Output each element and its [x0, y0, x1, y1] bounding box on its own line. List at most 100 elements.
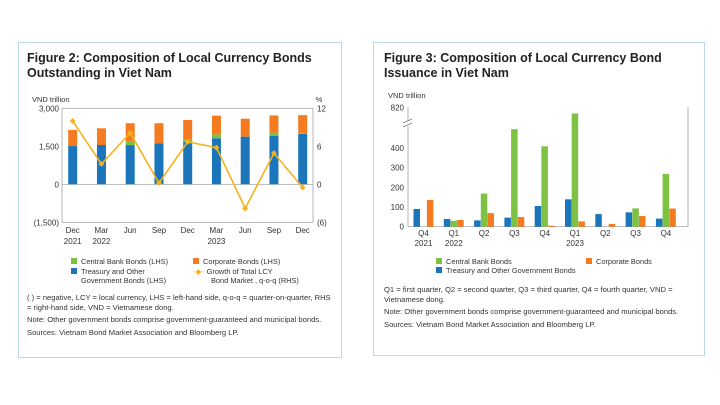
y-tick-label: 400	[391, 144, 405, 153]
bar-corporate	[183, 119, 193, 140]
x-tick-label: Mar	[95, 226, 109, 235]
bar-corporate	[578, 221, 585, 227]
bar-corporate	[457, 220, 464, 227]
legend-swatch	[71, 258, 77, 264]
bar-corporate	[154, 123, 164, 144]
legend-label: Government Bonds (LHS)	[81, 276, 167, 285]
x-tick-label: Mar	[210, 226, 224, 235]
legend-label: Bond Market , q-o-q (RHS)	[211, 276, 299, 285]
x-tick-label: Q4	[539, 229, 550, 238]
bar-corporate	[639, 216, 646, 227]
y-axis-label: VND trillion	[388, 91, 426, 100]
bar-treasury	[625, 212, 633, 227]
growth-point	[69, 117, 76, 124]
x-tick-label: Dec	[66, 226, 80, 235]
y-tick-label: 0	[55, 180, 60, 189]
bar-central-bank	[662, 173, 670, 227]
figure-3-notes: Q1 = first quarter, Q2 = second quarter,…	[384, 285, 696, 332]
legend-label: Corporate Bonds	[596, 257, 652, 266]
y2-axis-label: %	[316, 95, 323, 104]
growth-point	[155, 180, 162, 187]
bar-treasury	[211, 138, 221, 185]
growth-point	[242, 205, 249, 212]
legend-label: Central Bank Bonds	[446, 257, 512, 266]
legend-swatch	[71, 268, 77, 274]
figure-2-panel: Figure 2: Composition of Local Currency …	[18, 42, 342, 358]
x-tick-label: Q3	[509, 229, 520, 238]
bar-corporate	[68, 129, 78, 147]
bar-treasury	[183, 141, 193, 185]
bar-corporate	[96, 128, 106, 146]
bar-corporate	[669, 208, 676, 227]
bar-central-bank	[211, 134, 221, 139]
abbreviations-note: ( ) = negative, LCY = local currency, LH…	[27, 293, 331, 312]
figure-3-title: Figure 3: Composition of Local Currency …	[384, 51, 662, 80]
note: Note: Other government bonds comprise go…	[384, 307, 679, 316]
growth-point	[184, 138, 191, 145]
figure-2-title: Figure 2: Composition of Local Currency …	[27, 51, 312, 80]
legend-swatch	[436, 258, 442, 264]
bar-corporate	[211, 115, 221, 135]
sources: Sources: Vietnam Bond Market Association…	[27, 327, 239, 337]
x-tick-label: 2023	[566, 239, 584, 248]
sources: Sources: Vietnam Bond Market Association…	[384, 319, 596, 329]
x-tick-label: Jun	[124, 226, 137, 235]
x-tick-label: Q2	[479, 229, 490, 238]
y-tick-label: (1,500)	[34, 218, 60, 227]
bar-treasury	[595, 214, 602, 227]
x-tick-label: Q4	[418, 229, 429, 238]
bar-corporate	[269, 115, 279, 133]
y-tick-label: 3,000	[39, 104, 60, 113]
bar-central-bank	[541, 146, 548, 227]
x-tick-label: Q2	[600, 229, 611, 238]
bar-treasury	[154, 143, 164, 185]
bar-treasury	[655, 218, 663, 227]
legend-label: Central Bank Bonds (LHS)	[81, 257, 169, 266]
bar-treasury	[534, 206, 542, 227]
bar-treasury	[443, 219, 451, 227]
bar-corporate	[426, 199, 434, 227]
legend-label: Growth of Total LCY	[206, 267, 273, 276]
x-tick-label: 2021	[415, 239, 433, 248]
x-tick-label: Dec	[181, 226, 195, 235]
y-axis-label: VND trillion	[32, 95, 70, 104]
legend-label: Treasury and Other	[81, 267, 145, 276]
plot-frame	[61, 107, 314, 223]
bar-corporate	[517, 217, 525, 227]
y2-tick-label: 0	[317, 180, 322, 189]
plot-frame	[407, 107, 689, 228]
x-tick-label: Q1	[570, 229, 581, 238]
legend-corporate: Corporate Bonds (LHS)	[193, 257, 280, 266]
y-tick-label: 100	[391, 203, 405, 212]
growth-point	[299, 184, 306, 191]
figure-3-panel: Figure 3: Composition of Local Currency …	[373, 42, 705, 356]
bar-treasury	[68, 146, 78, 185]
legend-growth: -◆- Growth of Total LCY Bond Market , q-o-…	[193, 267, 299, 285]
growth-point	[98, 161, 105, 168]
bar-central-bank	[632, 208, 639, 227]
x-tick-label: 2022	[93, 237, 111, 246]
bar-treasury	[298, 133, 308, 185]
x-tick-label: Q1	[448, 229, 459, 238]
y2-tick-label: (6)	[317, 218, 327, 227]
axis-break-icon	[402, 118, 413, 128]
legend-treasury: Treasury and Other Government Bonds (LHS)	[71, 267, 166, 285]
legend-swatch	[193, 258, 199, 264]
growth-point	[270, 150, 277, 157]
bar-central-bank	[571, 113, 579, 227]
bar-treasury	[240, 136, 250, 185]
growth-point	[213, 144, 220, 151]
abbreviations-note: Q1 = first quarter, Q2 = second quarter,…	[384, 285, 673, 304]
legend-label: Corporate Bonds (LHS)	[203, 257, 281, 266]
bar-corporate	[298, 115, 308, 134]
bar-corporate	[240, 118, 250, 137]
bar-central-bank	[125, 141, 135, 146]
legend-central-bank: Central Bank Bonds (LHS)	[71, 257, 168, 266]
legend-label: Treasury and Other Government Bonds	[446, 266, 576, 275]
growth-point	[127, 130, 134, 136]
bar-treasury	[125, 145, 135, 185]
y-tick-label: 200	[391, 183, 405, 192]
note: Note: Other government bonds comprise go…	[27, 315, 322, 324]
y-tick-label: 0	[400, 223, 405, 232]
